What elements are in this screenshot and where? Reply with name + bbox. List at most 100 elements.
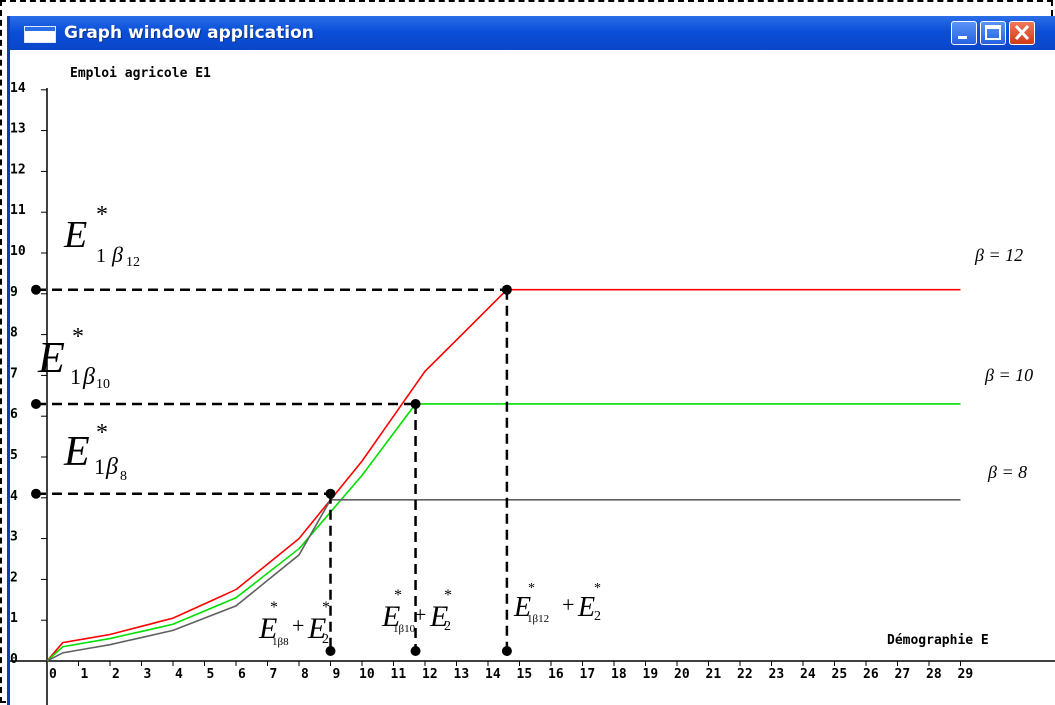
marker-point-beta12 [501, 284, 512, 295]
app-window-icon [24, 26, 56, 43]
x-axis-label: Démographie E [887, 633, 989, 648]
label-sum-beta10: E 1β10 * + E * 2 [381, 587, 452, 635]
svg-text:E: E [63, 429, 90, 475]
svg-text:E: E [429, 600, 448, 633]
beta-8-label: β = 8 [987, 462, 1027, 482]
svg-text:1β10: 1β10 [393, 623, 416, 635]
marker-y-beta10 [31, 398, 41, 409]
svg-text:E: E [381, 600, 400, 633]
x-tick-label: 19 [643, 667, 659, 682]
x-tick-label: 21 [706, 667, 722, 682]
svg-text:E: E [37, 333, 65, 382]
label-E1-beta12: E * 1 β 12 [63, 202, 140, 270]
x-tick-label: 22 [737, 667, 753, 682]
marker-y-beta12 [31, 284, 41, 295]
marker-point-beta10 [410, 398, 421, 409]
y-tick-label: 1 [10, 611, 18, 626]
svg-text:8: 8 [120, 469, 127, 484]
x-tick-label: 2 [112, 667, 120, 682]
y-tick-label: 11 [10, 203, 26, 218]
label-sum-beta12: E 1β12 * + E * 2 [513, 581, 601, 625]
maximize-icon [985, 25, 1001, 40]
svg-text:*: * [394, 587, 402, 604]
y-tick-label: 10 [10, 244, 26, 259]
y-tick-label: 0 [10, 652, 18, 667]
x-tick-label: 6 [238, 667, 246, 682]
marker-point-beta8 [325, 488, 336, 499]
marker-x-beta10 [410, 646, 421, 656]
x-tick-label: 10 [359, 667, 375, 682]
x-tick-label: 5 [207, 667, 215, 682]
svg-text:β: β [105, 454, 118, 480]
svg-text:1: 1 [94, 454, 105, 479]
svg-text:*: * [270, 599, 278, 616]
svg-text:+: + [562, 592, 574, 617]
y-tick-label: 13 [10, 122, 26, 137]
label-E1-beta8: E * 1 β 8 [63, 420, 127, 484]
svg-text:*: * [444, 587, 452, 604]
x-tick-label: 7 [270, 667, 278, 682]
marker-x-beta8 [325, 646, 336, 656]
close-icon [1014, 24, 1030, 41]
title-bar[interactable]: Graph window application [10, 16, 1055, 50]
label-E1-beta10: E * 1 β 10 [37, 324, 110, 392]
minimize-button[interactable] [951, 21, 977, 45]
minimize-icon [958, 36, 967, 39]
y-tick-label: 9 [10, 285, 18, 300]
x-tick-label: 17 [580, 667, 596, 682]
x-tick-label: 26 [863, 667, 879, 682]
x-tick-label: 18 [611, 667, 627, 682]
svg-text:*: * [322, 599, 330, 616]
svg-text:*: * [594, 581, 601, 596]
svg-text:2: 2 [444, 619, 451, 634]
svg-text:12: 12 [126, 255, 140, 270]
x-ticks: 0 1 2 3 4 5 6 7 8 9 10 11 12 13 14 15 16 17 18 19 20 21 22 23 24… [46, 661, 973, 682]
y-tick-label: 2 [10, 570, 18, 585]
beta-12-label: β = 12 [974, 245, 1023, 265]
svg-text:β: β [82, 364, 95, 390]
svg-text:*: * [96, 202, 108, 228]
graph-window: Graph window application [7, 16, 1055, 705]
x-tick-label: 14 [485, 667, 501, 682]
x-tick-label: 24 [800, 667, 816, 682]
series-line-beta8 [46, 499, 961, 662]
y-tick-label: 5 [10, 448, 18, 463]
svg-text:E: E [258, 612, 277, 645]
x-tick-label: 3 [144, 667, 152, 682]
svg-text:+: + [414, 602, 426, 627]
y-tick-label: 6 [10, 407, 18, 422]
beta-10-label: β = 10 [984, 365, 1033, 385]
x-tick-label: 25 [832, 667, 848, 682]
y-tick-label: 7 [10, 366, 18, 381]
x-tick-label: 0 [49, 667, 57, 682]
x-tick-label: 20 [674, 667, 690, 682]
y-tick-label: 12 [10, 162, 26, 177]
x-tick-label: 13 [454, 667, 470, 682]
svg-text:10: 10 [96, 377, 110, 392]
x-tick-label: 1 [81, 667, 89, 682]
y-tick-label: 8 [10, 326, 18, 341]
series-lines [46, 288, 961, 662]
svg-text:1β12: 1β12 [527, 613, 549, 625]
guide-lines [31, 284, 512, 656]
svg-text:2: 2 [322, 632, 329, 647]
svg-text:1: 1 [70, 364, 81, 389]
x-tick-label: 15 [517, 667, 533, 682]
label-sum-beta8: E 1β8 * + E * 2 [258, 599, 330, 648]
close-button[interactable] [1009, 21, 1035, 45]
series-line-beta12 [46, 288, 961, 662]
svg-text:E: E [63, 214, 87, 256]
svg-text:2: 2 [594, 609, 601, 624]
marker-x-beta12 [501, 646, 512, 656]
x-tick-label: 9 [333, 667, 341, 682]
x-tick-label: 11 [391, 667, 407, 682]
y-tick-label: 4 [10, 489, 18, 504]
maximize-button[interactable] [980, 21, 1006, 45]
svg-text:1: 1 [96, 245, 106, 267]
x-tick-label: 4 [175, 667, 183, 682]
svg-text:+: + [292, 613, 304, 638]
x-tick-label: 23 [769, 667, 785, 682]
svg-text:β: β [111, 242, 123, 267]
